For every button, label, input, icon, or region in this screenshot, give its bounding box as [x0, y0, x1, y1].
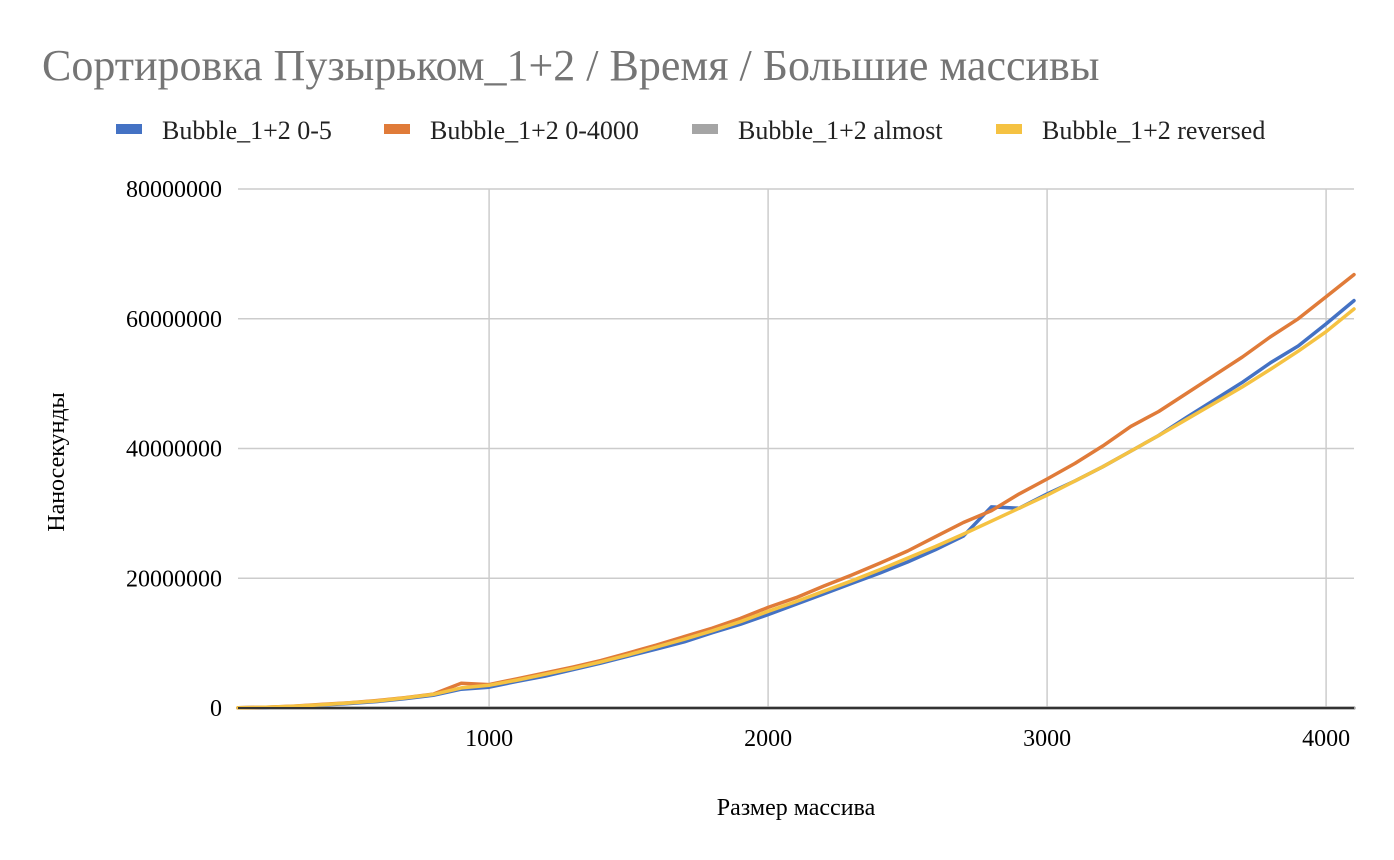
series-line-3: [236, 307, 1356, 710]
y-tick-label-0: 0: [210, 696, 222, 722]
y-tick-label-3: 60000000: [126, 307, 222, 333]
legend-label-2: Bubble_1+2 almost: [738, 116, 943, 145]
legend-swatch-1: [384, 124, 410, 134]
x-axis-ticks: 1000 2000 3000 4000: [465, 726, 1350, 752]
legend-label-0: Bubble_1+2 0-5: [162, 116, 332, 145]
chart-title: Сортировка Пузырьком_1+2 / Время / Больш…: [42, 41, 1099, 90]
series-line-1: [236, 272, 1356, 710]
x-tick-label-0: 1000: [465, 726, 513, 752]
legend-swatch-0: [116, 124, 142, 134]
y-tick-label-4: 80000000: [126, 177, 222, 203]
x-tick-label-1: 2000: [744, 726, 792, 752]
legend-swatch-3: [996, 124, 1022, 134]
series-line-0: [236, 298, 1356, 710]
y-axis-title: Наносекунды: [44, 392, 70, 532]
legend-label-3: Bubble_1+2 reversed: [1042, 116, 1265, 145]
legend-swatch-2: [692, 124, 718, 134]
legend: Bubble_1+2 0-5 Bubble_1+2 0-4000 Bubble_1+…: [116, 116, 1265, 145]
legend-label-1: Bubble_1+2 0-4000: [430, 116, 639, 145]
x-tick-label-3: 4000: [1302, 726, 1350, 752]
y-tick-label-2: 40000000: [126, 437, 222, 463]
x-tick-label-2: 3000: [1023, 726, 1071, 752]
y-tick-label-1: 20000000: [126, 566, 222, 592]
y-axis-ticks: 0 20000000 40000000 60000000 80000000: [126, 177, 222, 722]
x-axis-title: Размер массива: [717, 795, 876, 821]
series-lines: [236, 272, 1356, 710]
gridlines: [238, 188, 1354, 708]
